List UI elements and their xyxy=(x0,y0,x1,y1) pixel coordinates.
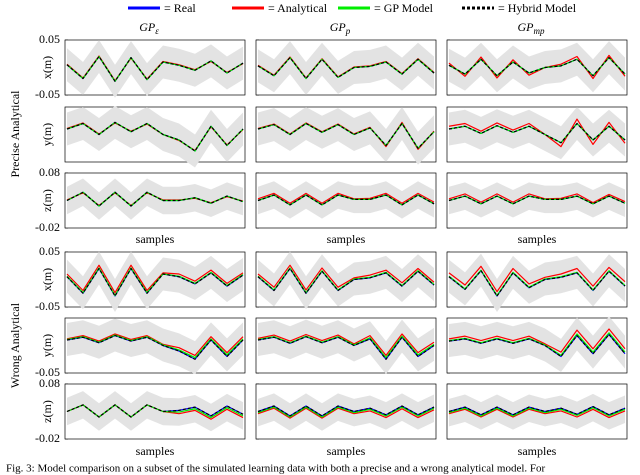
model-line xyxy=(448,265,626,293)
column-title-sub: p xyxy=(345,26,351,36)
model-line xyxy=(66,191,244,207)
uncertainty-band xyxy=(258,319,434,375)
legend-label: = Hybrid Model xyxy=(498,1,577,15)
y-tick-label: -0.02 xyxy=(35,220,60,234)
model-line xyxy=(448,328,626,353)
column-title: GPmp xyxy=(518,20,545,36)
uncertainty-band xyxy=(67,391,243,432)
model-line xyxy=(448,122,626,144)
uncertainty-band xyxy=(258,41,434,95)
model-line xyxy=(257,336,435,360)
y-tick-label: -0.02 xyxy=(35,431,60,445)
x-axis-label: samples xyxy=(518,232,557,246)
model-line xyxy=(257,122,435,149)
model-line xyxy=(66,264,244,294)
x-axis-label: samples xyxy=(136,232,175,246)
model-line xyxy=(257,192,435,204)
x-axis-label: samples xyxy=(518,444,557,458)
model-line xyxy=(257,194,435,206)
model-line xyxy=(66,121,244,152)
group-label: Precise Analytical xyxy=(8,90,22,178)
x-axis-label: samples xyxy=(327,444,366,458)
column-title-base: GP xyxy=(518,20,535,34)
uncertainty-band xyxy=(449,182,625,218)
model-line xyxy=(448,193,626,204)
model-line xyxy=(66,335,244,360)
model-line xyxy=(66,267,244,297)
uncertainty-band xyxy=(449,41,625,93)
y-axis-label: y(m) xyxy=(40,123,54,146)
uncertainty-band xyxy=(449,107,625,160)
model-line xyxy=(257,264,435,291)
y-axis-label: y(m) xyxy=(40,334,54,357)
y-tick-label: 0.05 xyxy=(39,32,60,46)
model-line xyxy=(257,406,435,418)
model-line xyxy=(448,56,626,77)
uncertainty-band xyxy=(258,393,434,431)
legend-label: = Analytical xyxy=(268,1,328,15)
column-title: GPε xyxy=(139,20,159,36)
y-axis-label: x(m) xyxy=(40,56,54,79)
column-title-sub: ε xyxy=(155,26,159,36)
model-line xyxy=(257,267,435,294)
legend-label: = Real xyxy=(164,1,196,15)
uncertainty-band xyxy=(67,105,243,168)
uncertainty-band xyxy=(67,40,243,98)
column-title: GPp xyxy=(330,20,351,36)
model-line xyxy=(448,195,626,205)
uncertainty-band xyxy=(258,107,434,165)
y-tick-label: 0.08 xyxy=(39,165,60,179)
model-line xyxy=(257,405,435,417)
model-line xyxy=(66,333,244,356)
model-line xyxy=(257,407,435,419)
model-line xyxy=(66,404,244,418)
legend-label: = GP Model xyxy=(374,1,434,15)
model-line xyxy=(448,408,626,419)
y-tick-label: -0.05 xyxy=(35,365,60,379)
uncertainty-band xyxy=(449,316,625,372)
column-title-base: GP xyxy=(139,20,156,34)
y-axis-label: x(m) xyxy=(40,268,54,291)
model-line xyxy=(448,118,626,148)
model-line xyxy=(257,56,435,80)
y-tick-label: 0.05 xyxy=(39,244,60,258)
column-title-sub: mp xyxy=(534,26,545,36)
model-line xyxy=(66,55,244,82)
model-line xyxy=(448,333,626,358)
x-axis-label: samples xyxy=(136,444,175,458)
y-axis-label: z(m) xyxy=(40,189,54,212)
y-axis-label: z(m) xyxy=(40,400,54,423)
uncertainty-band xyxy=(258,181,434,219)
y-tick-label: 0.08 xyxy=(39,376,60,390)
model-line xyxy=(448,405,626,416)
model-line xyxy=(448,54,626,80)
model-line xyxy=(448,270,626,297)
x-axis-label: samples xyxy=(327,232,366,246)
uncertainty-band xyxy=(67,318,243,375)
caption: Fig. 3: Model comparison on a subset of … xyxy=(6,463,546,475)
model-line xyxy=(448,407,626,417)
y-tick-label: -0.05 xyxy=(35,87,60,101)
uncertainty-band xyxy=(67,178,243,220)
column-title-base: GP xyxy=(330,20,347,34)
y-tick-label: -0.05 xyxy=(35,299,60,313)
model-line xyxy=(257,333,435,356)
group-label: Wrong Analytical xyxy=(8,302,22,388)
uncertainty-band xyxy=(258,251,434,310)
